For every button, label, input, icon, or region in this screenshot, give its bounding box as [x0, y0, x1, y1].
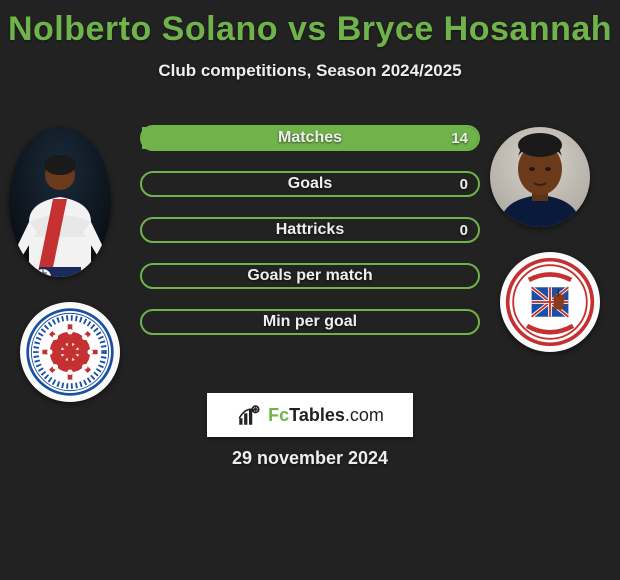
- club-left-badge: [20, 302, 120, 402]
- stat-bar-goals_per_match: Goals per match: [140, 263, 480, 289]
- stat-value-right: 0: [460, 219, 468, 241]
- fctables-logo-icon: [236, 402, 262, 428]
- club-left-badge-icon: [24, 306, 116, 398]
- stat-label: Matches: [142, 127, 478, 149]
- brand-text: FcTables.com: [268, 405, 384, 426]
- comparison-card: Nolberto Solano vs Bryce Hosannah Club c…: [0, 0, 620, 580]
- stat-bar-min_per_goal: Min per goal: [140, 309, 480, 335]
- player-left-image: [9, 127, 111, 277]
- stat-bar-goals: Goals0: [140, 171, 480, 197]
- player-right-avatar: [490, 127, 590, 227]
- club-right-badge: [500, 252, 600, 352]
- club-right-badge-icon: [504, 256, 596, 348]
- brand-box: FcTables.com: [207, 393, 413, 437]
- date-text: 29 november 2024: [0, 448, 620, 469]
- stat-value-right: 0: [460, 173, 468, 195]
- stat-label: Goals per match: [142, 265, 478, 287]
- player-left-avatar: [9, 127, 111, 277]
- stat-value-right: 14: [451, 127, 468, 149]
- stat-label: Hattricks: [142, 219, 478, 241]
- stat-bar-hattricks: Hattricks0: [140, 217, 480, 243]
- stat-bar-matches: Matches14: [140, 125, 480, 151]
- stat-label: Goals: [142, 173, 478, 195]
- stat-label: Min per goal: [142, 311, 478, 333]
- page-title: Nolberto Solano vs Bryce Hosannah: [0, 0, 620, 49]
- page-subtitle: Club competitions, Season 2024/2025: [0, 61, 620, 81]
- player-right-image: [490, 127, 590, 227]
- stats-bars: Matches14Goals0Hattricks0Goals per match…: [140, 125, 480, 355]
